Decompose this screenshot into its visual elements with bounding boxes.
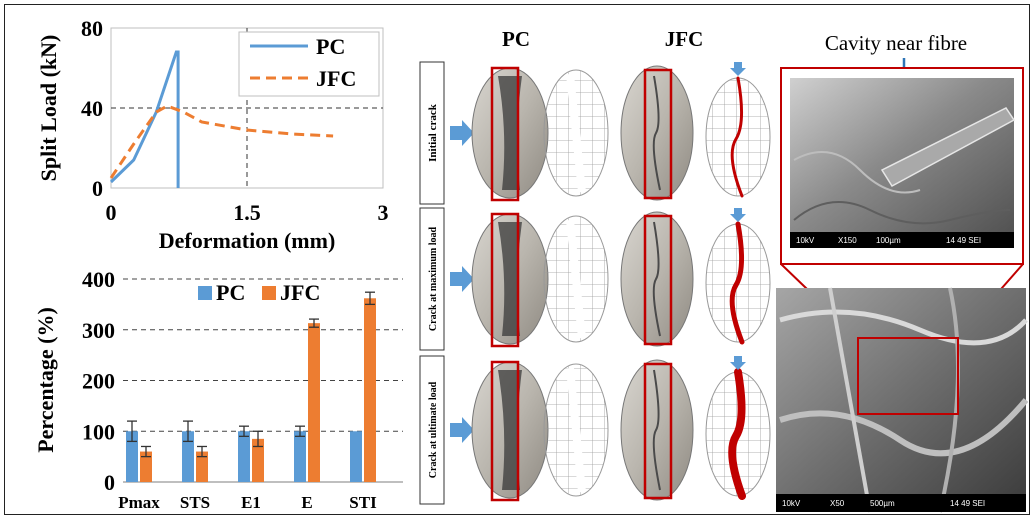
surface-texture-2 bbox=[793, 151, 921, 194]
pc-crack-zone bbox=[498, 222, 522, 336]
row-label-box bbox=[419, 355, 445, 505]
column-title-pc: PC bbox=[502, 27, 530, 51]
sem-panel: Cavity near fibre 10kV X150 100µm 14 49 SEI… bbox=[776, 31, 1028, 513]
legend-label-jfc: JFC bbox=[280, 280, 320, 305]
pc-sketch-crack bbox=[566, 367, 586, 493]
jfc-highlight-box bbox=[643, 214, 673, 346]
legend-label-jfc: JFC bbox=[316, 66, 356, 91]
pc-highlight-box bbox=[490, 360, 520, 502]
legend: PC JFC bbox=[238, 31, 380, 97]
y-axis-label: Percentage (%) bbox=[33, 307, 58, 453]
figure-frame bbox=[4, 4, 1030, 515]
photo-row: Crack at ultimate load bbox=[419, 355, 771, 505]
bar-jfc bbox=[308, 323, 320, 482]
jfc-sketch-crack bbox=[730, 76, 744, 198]
pc-crack-zone bbox=[498, 370, 522, 490]
scalebar-text: 100µm bbox=[876, 236, 901, 245]
scalebar-text: 14 49 SEI bbox=[950, 499, 985, 508]
pc-highlight-box bbox=[490, 66, 520, 202]
row-arrow-icon bbox=[450, 266, 474, 292]
scalebar-text: X150 bbox=[838, 236, 857, 245]
scalebar-text: 10kV bbox=[796, 236, 815, 245]
pc-sketch-crack bbox=[566, 73, 586, 193]
bar-pc bbox=[350, 431, 362, 482]
fibre-strand-2 bbox=[779, 398, 1028, 457]
jfc-highlight-box bbox=[643, 362, 673, 500]
pc-highlight-box bbox=[490, 212, 520, 348]
bar-jfc bbox=[196, 451, 208, 482]
fibre-strand-1 bbox=[779, 309, 1028, 346]
y-tick-label: 200 bbox=[82, 369, 115, 394]
legend: PC JFC bbox=[198, 280, 320, 305]
x-tick-label: 0 bbox=[106, 200, 117, 225]
series-line-jfc bbox=[109, 104, 334, 179]
load-arrow-icon bbox=[730, 208, 746, 222]
y-tick-label: 100 bbox=[82, 419, 115, 444]
x-tick-label: STI bbox=[349, 493, 377, 512]
y-tick-label: 400 bbox=[82, 267, 115, 292]
scalebar-strip bbox=[776, 494, 1026, 512]
jfc-crack-line bbox=[652, 221, 661, 337]
row-label: Crack at maximum load bbox=[428, 226, 439, 331]
zoom-region-box bbox=[857, 337, 959, 415]
load-arrow-icon bbox=[730, 62, 746, 76]
x-tick-label: 3 bbox=[378, 200, 389, 225]
row-arrow-icon bbox=[450, 417, 474, 443]
specimen-photo-panel: PC JFC Initial crack Crack at maximum loa… bbox=[419, 27, 771, 505]
bar-jfc bbox=[140, 451, 152, 482]
bar-pc bbox=[182, 431, 194, 482]
row-label: Initial crack bbox=[427, 103, 439, 162]
y-tick-label: 80 bbox=[81, 18, 103, 41]
legend-label-pc: PC bbox=[216, 280, 245, 305]
x-tick-label: 1.5 bbox=[233, 200, 261, 225]
jfc-highlight-box bbox=[643, 68, 673, 200]
legend-swatch-jfc bbox=[262, 286, 276, 300]
scalebar-strip bbox=[790, 232, 1014, 248]
x-tick-label: Pmax bbox=[118, 493, 160, 512]
column-title-jfc: JFC bbox=[665, 27, 704, 51]
load-arrow-icon bbox=[730, 356, 746, 370]
legend-label-pc: PC bbox=[316, 34, 345, 59]
row-label-box bbox=[419, 61, 445, 205]
percentage-bar-chart: 0 100 200 300 400 Pmax STS E1 E STI Percentage (%… bbox=[33, 267, 403, 512]
pc-sketch-crack bbox=[566, 219, 586, 339]
bar-pc bbox=[294, 431, 306, 482]
surface-texture bbox=[793, 201, 1011, 225]
bar-pc bbox=[238, 431, 250, 482]
jfc-sketch-crack bbox=[728, 368, 746, 500]
fibre-strand-3 bbox=[828, 287, 872, 513]
y-tick-label: 300 bbox=[82, 318, 115, 343]
x-tick-label: STS bbox=[180, 493, 210, 512]
row-label-box bbox=[419, 207, 445, 351]
y-axis-label: Split Load (kN) bbox=[36, 35, 61, 182]
bar-jfc bbox=[252, 438, 264, 482]
split-load-chart: 0 1.5 3 0 40 80 Split Load (kN) Deformation (… bbox=[36, 18, 389, 253]
y-tick-label: 0 bbox=[104, 470, 115, 495]
jfc-crack-line bbox=[652, 369, 661, 491]
jfc-sketch-crack bbox=[729, 221, 745, 345]
x-tick-label: E1 bbox=[241, 493, 261, 512]
y-tick-label: 40 bbox=[81, 96, 103, 121]
row-arrow-icon bbox=[450, 120, 474, 146]
pc-crack-zone bbox=[498, 76, 522, 190]
fibre-shape bbox=[880, 107, 1016, 187]
scalebar-text: 14 49 SEI bbox=[946, 236, 981, 245]
sem-annotation: Cavity near fibre bbox=[825, 31, 967, 55]
legend-swatch-pc bbox=[198, 286, 212, 300]
scalebar-text: 10kV bbox=[782, 499, 801, 508]
jfc-crack-line bbox=[652, 75, 661, 191]
scalebar-text: 500µm bbox=[870, 499, 895, 508]
photo-row: Crack at maximum load bbox=[419, 207, 771, 351]
series-line-pc bbox=[109, 50, 180, 188]
photo-row: Initial crack bbox=[419, 61, 771, 205]
scalebar-text: X50 bbox=[830, 499, 845, 508]
x-axis-label: Deformation (mm) bbox=[159, 228, 336, 253]
y-tick-label: 0 bbox=[92, 176, 103, 201]
bar-jfc bbox=[364, 298, 376, 482]
bar-pc bbox=[126, 431, 138, 482]
x-tick-label: E bbox=[301, 493, 312, 512]
row-label: Crack at ultimate load bbox=[428, 381, 439, 478]
